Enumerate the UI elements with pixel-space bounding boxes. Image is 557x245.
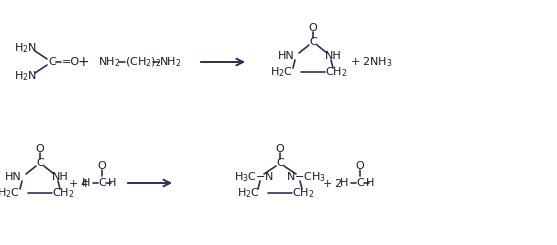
Text: H$_2$N: H$_2$N xyxy=(14,41,37,55)
Text: C: C xyxy=(48,57,56,67)
Text: =O: =O xyxy=(62,57,80,67)
Text: H: H xyxy=(82,178,90,188)
Text: O: O xyxy=(36,144,45,154)
Text: O: O xyxy=(97,161,106,171)
Text: H$_2$C: H$_2$C xyxy=(237,186,260,200)
Text: NH: NH xyxy=(52,172,69,182)
Text: H$_2$C: H$_2$C xyxy=(0,186,20,200)
Text: H$_3$C$-$N: H$_3$C$-$N xyxy=(234,170,274,184)
Text: C: C xyxy=(98,178,106,188)
Text: H: H xyxy=(108,178,116,188)
Text: H$_2$C: H$_2$C xyxy=(270,65,293,79)
Text: N$-$CH$_3$: N$-$CH$_3$ xyxy=(286,170,326,184)
Text: C: C xyxy=(36,158,44,168)
Text: CH$_2$: CH$_2$ xyxy=(325,65,348,79)
Text: C: C xyxy=(309,37,317,47)
Text: NH$_2$: NH$_2$ xyxy=(98,55,120,69)
Text: H$_2$N: H$_2$N xyxy=(14,69,37,83)
Text: CH$_2$: CH$_2$ xyxy=(52,186,75,200)
Text: O: O xyxy=(355,161,364,171)
Text: O: O xyxy=(276,144,285,154)
Text: O: O xyxy=(309,23,317,33)
Text: +: + xyxy=(77,55,89,69)
Text: $+$ 2: $+$ 2 xyxy=(322,177,343,189)
Text: CH$_2$: CH$_2$ xyxy=(292,186,314,200)
Text: HN: HN xyxy=(278,51,295,61)
Text: H: H xyxy=(366,178,374,188)
Text: H: H xyxy=(340,178,348,188)
Text: $+$ 4: $+$ 4 xyxy=(68,177,89,189)
Text: $+$ 2NH$_3$: $+$ 2NH$_3$ xyxy=(350,55,393,69)
Text: NH: NH xyxy=(325,51,342,61)
Text: (CH$_2$)$_2$: (CH$_2$)$_2$ xyxy=(125,55,162,69)
Text: NH$_2$: NH$_2$ xyxy=(159,55,182,69)
Text: C: C xyxy=(356,178,364,188)
Text: HN: HN xyxy=(5,172,22,182)
Text: C: C xyxy=(276,158,284,168)
